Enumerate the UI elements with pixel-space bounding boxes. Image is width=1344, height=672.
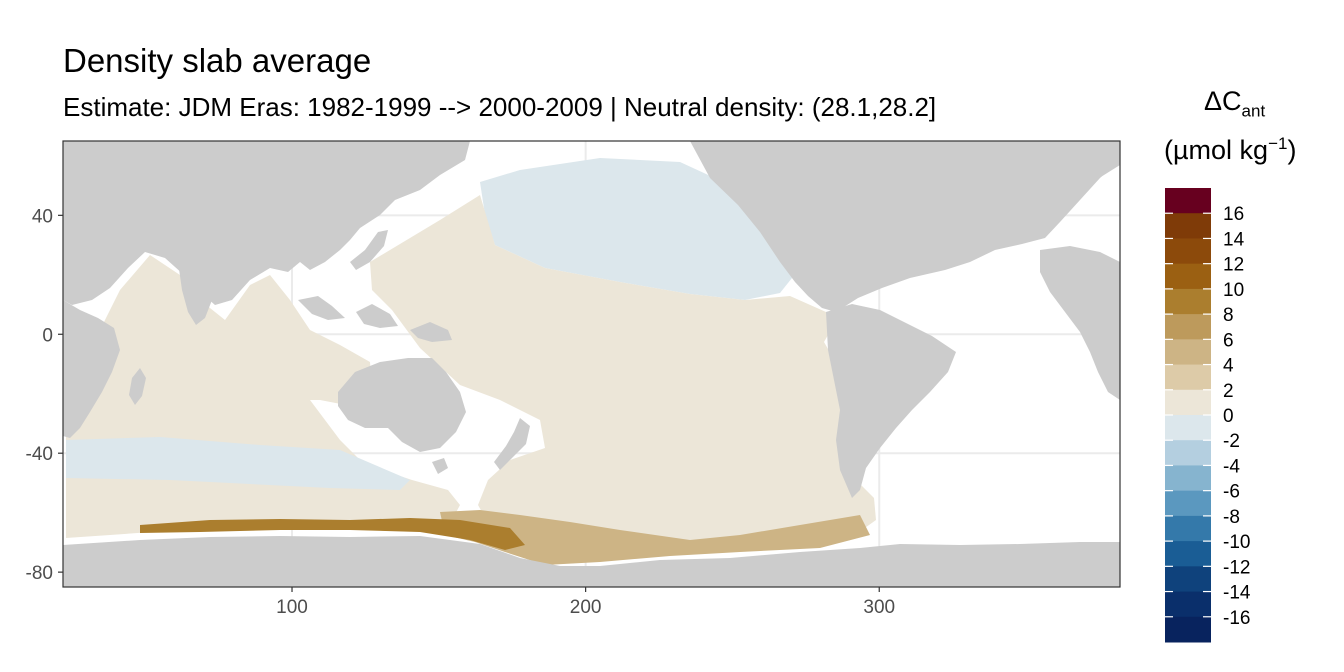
legend-label: -12	[1223, 557, 1250, 578]
legend-label: 2	[1223, 381, 1234, 402]
y-tick-label: 40	[32, 206, 53, 227]
legend-label: -14	[1223, 583, 1251, 604]
legend-label: -10	[1223, 532, 1250, 553]
legend-title-subscript: ant	[1241, 101, 1266, 121]
legend-label: 4	[1223, 356, 1234, 377]
x-tick-label: 100	[276, 597, 308, 618]
legend-swatch	[1165, 238, 1211, 265]
legend-swatch	[1165, 213, 1211, 239]
data-region	[370, 195, 876, 562]
data-regions	[66, 158, 876, 565]
legend-label: -4	[1223, 456, 1240, 477]
legend-unit-exponent: −1	[1268, 134, 1288, 153]
legend-swatch	[1165, 490, 1211, 517]
data-region	[440, 510, 870, 565]
legend-label: 10	[1223, 280, 1244, 301]
legend-swatch	[1165, 339, 1211, 366]
land-mass	[298, 296, 345, 320]
legend-label: -8	[1223, 507, 1240, 528]
land-mass	[960, 141, 1120, 205]
legend-swatch	[1165, 440, 1211, 466]
y-tick-label: -40	[26, 444, 53, 465]
legend-unit-prefix: (µmol kg	[1164, 135, 1269, 165]
land-mass	[129, 368, 146, 405]
land-mass	[63, 300, 120, 438]
legend-label: 0	[1223, 406, 1234, 427]
land-mass	[494, 418, 530, 470]
legend-label: -2	[1223, 431, 1240, 452]
legend-swatch	[1165, 364, 1211, 391]
land-mass	[410, 322, 452, 342]
legend-swatch	[1165, 465, 1211, 492]
legend-swatch	[1165, 515, 1211, 542]
x-tick-label: 200	[570, 597, 602, 618]
land-mass	[826, 304, 956, 498]
land-mass	[178, 262, 212, 325]
legend-swatch	[1165, 415, 1211, 441]
chart-subtitle: Estimate: JDM Eras: 1982-1999 --> 2000-2…	[63, 92, 937, 122]
legend-label: 14	[1223, 229, 1245, 250]
legend-swatch	[1165, 541, 1211, 567]
legend-label: 8	[1223, 305, 1234, 326]
chart-title: Density slab average	[63, 42, 372, 79]
legend-title-symbol: ΔC	[1204, 86, 1242, 116]
panel-border	[62, 140, 1121, 588]
land-mass	[350, 230, 388, 270]
legend-label: 16	[1223, 204, 1244, 225]
land-mass	[356, 304, 398, 328]
legend-label: 12	[1223, 255, 1244, 276]
data-region	[140, 518, 525, 550]
y-tick-label: -80	[26, 563, 53, 584]
land-mass	[1040, 246, 1120, 400]
y-tick-label: 0	[42, 325, 53, 346]
data-region	[480, 158, 800, 300]
legend-swatch	[1165, 314, 1211, 340]
legend-unit-suffix: )	[1287, 135, 1297, 165]
land-mass	[63, 141, 470, 305]
legend-label: -16	[1223, 608, 1250, 629]
legend-swatch	[1165, 566, 1211, 593]
legend-label: -6	[1223, 482, 1240, 503]
legend-colorbar: 16 14 12 10 8 6 4 2 0 -2 -4 -6 -8 -10 -12 -14 -16	[1165, 188, 1251, 643]
legend-swatch	[1165, 591, 1211, 618]
land	[63, 141, 1120, 587]
legend-title-variable: ΔCant	[1204, 86, 1265, 121]
legend-swatch	[1165, 389, 1211, 416]
data-region	[66, 437, 410, 490]
land-mass	[63, 536, 1120, 587]
land-mass	[338, 358, 466, 452]
legend-label: 6	[1223, 330, 1234, 351]
legend-swatch	[1165, 263, 1211, 290]
legend-swatch	[1165, 188, 1211, 214]
x-tick-label: 300	[863, 597, 895, 618]
land-mass	[432, 458, 448, 474]
legend-swatch	[1165, 616, 1211, 643]
legend-title-unit: (µmol kg−1)	[1164, 134, 1296, 166]
legend-swatch	[1165, 288, 1211, 315]
